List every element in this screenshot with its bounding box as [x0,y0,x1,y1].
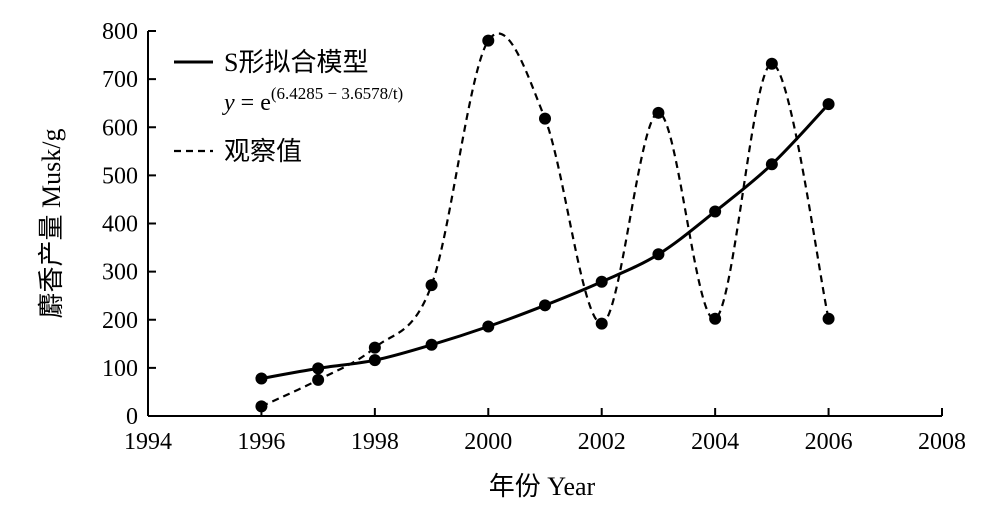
observed-data-point [595,317,608,330]
x-tick-label: 2004 [691,429,739,455]
y-tick-label: 400 [102,212,138,238]
observed-data-point [425,279,438,292]
y-tick-label: 300 [102,260,138,286]
observed-data-point [709,312,722,325]
y-tick-label: 800 [102,19,138,45]
x-tick-label: 1996 [237,429,285,455]
formula-base: = e [235,90,271,116]
x-tick-label: 1998 [351,429,399,455]
observed-data-point [539,112,551,125]
fitted-data-point [709,205,722,218]
observed-data-point [765,57,778,70]
formula-exponent: (6.4285 − 3.6578/t) [271,84,403,103]
observed-data-point [368,341,381,354]
fitted-data-point [312,362,325,375]
x-tick-label: 2006 [805,429,853,455]
fitted-data-point [765,158,778,171]
y-axis-label: 麝香产量 Musk/g [37,129,66,319]
legend-label-observed: 观察值 [224,137,302,166]
fitted-data-point [425,338,438,351]
fitted-data-point [539,299,551,312]
y-tick-label: 0 [126,404,138,430]
y-tick-label: 700 [102,67,138,93]
fitted-data-point [368,354,381,367]
x-axis-label: 年份 Year [489,472,596,501]
y-tick-label: 100 [102,356,138,382]
x-tick-label: 2002 [578,429,626,455]
fitted-data-point [595,275,608,288]
observed-data-point [312,373,325,386]
fitted-series-line [261,103,830,380]
x-tick-label: 2000 [464,429,512,455]
x-tick-label: 1994 [124,429,172,455]
legend: S形拟合模型 y = e(6.4285 − 3.6578/t) 观察值 [174,48,403,166]
y-tick-label: 500 [102,163,138,189]
formula-y-var: y [222,90,235,116]
fitted-formula: y = e(6.4285 − 3.6578/t) [222,84,403,116]
fitted-data-point [652,248,665,261]
legend-label-fitted: S形拟合模型 [224,48,368,77]
observed-data-point [255,400,268,413]
observed-data-point [822,312,835,325]
observed-series-line [260,32,830,408]
fitted-data-point [822,98,835,111]
axes: 1994 1996 1998 2000 2002 2004 2006 2008 0 100 200 3… [37,19,966,501]
y-tick-label: 600 [102,115,138,141]
observed-data-point [652,106,665,119]
fitted-data-point [482,320,495,333]
x-tick-label: 2008 [918,429,966,455]
plot-area [255,32,835,413]
observed-data-point [482,34,495,47]
y-tick-label: 200 [102,308,138,334]
fitted-data-point [255,372,268,385]
